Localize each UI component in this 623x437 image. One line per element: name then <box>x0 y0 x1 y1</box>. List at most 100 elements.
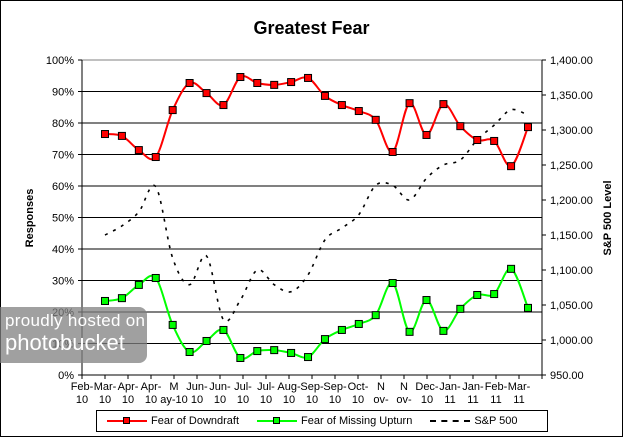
y2-axis-title: S&P 500 Level <box>602 180 614 255</box>
data-point-marker <box>185 348 194 357</box>
y-tick-label: 100% <box>46 55 74 67</box>
x-tick-label: 10 <box>329 394 341 406</box>
y2-tick-label: 1,400.00 <box>550 55 593 67</box>
series-fear-of-missing-upturn <box>101 264 532 362</box>
x-tick-label: 10 <box>76 394 88 406</box>
gridlines <box>82 59 542 344</box>
y2-tick-label: 1,050.00 <box>550 300 593 312</box>
x-tick-label: Aug- <box>277 381 301 393</box>
data-point-marker <box>354 319 363 328</box>
green-line-marker-icon <box>257 416 298 426</box>
x-tick-label: 11 <box>467 394 478 406</box>
x-tick-label: Jun- <box>186 381 208 393</box>
data-point-marker <box>490 290 499 299</box>
data-point-marker <box>117 131 126 140</box>
data-point-marker <box>202 89 211 98</box>
data-point-marker <box>304 73 313 82</box>
data-point-marker <box>236 353 245 362</box>
legend-item-sp500: S&P 500 <box>430 415 518 427</box>
data-point-marker <box>388 279 397 288</box>
y-tick-label: 40% <box>52 244 74 256</box>
x-tick-label: Jun- <box>209 381 231 393</box>
legend: Fear of Downdraft Fear of Missing Upturn… <box>96 410 548 432</box>
x-tick-label: 10 <box>122 394 134 406</box>
y-tick-label: 0% <box>58 370 74 382</box>
x-tick-label: 10 <box>191 394 203 406</box>
data-point-marker <box>337 325 346 334</box>
y2-tick-label: 1,100.00 <box>550 265 593 277</box>
y2-tick-label: 1,000.00 <box>550 335 593 347</box>
y2-tick-label: 1,200.00 <box>550 195 593 207</box>
x-tick-label: ay-10 <box>160 394 188 406</box>
data-point-marker <box>219 101 228 110</box>
red-line-marker-icon <box>107 416 147 426</box>
data-point-marker <box>524 303 532 312</box>
series-s-p-500 <box>104 108 529 323</box>
x-tick-label: 11 <box>444 394 455 406</box>
x-tick-label: 11 <box>513 394 524 406</box>
x-tick-label: Apr- <box>141 381 162 393</box>
x-tick-label: ov- <box>396 394 412 406</box>
x-tick-label: 10 <box>237 394 249 406</box>
photobucket-watermark: proudly hosted on photobucket <box>0 307 147 363</box>
legend-item-missing-upturn: Fear of Missing Upturn <box>257 415 412 427</box>
x-tick-label: Sep- <box>300 381 324 393</box>
x-tick-label: Feb- <box>485 381 508 393</box>
data-point-marker <box>320 335 329 344</box>
data-point-marker <box>185 78 194 87</box>
data-point-marker <box>168 106 177 115</box>
data-point-marker <box>101 130 109 139</box>
data-point-marker <box>354 107 363 116</box>
data-point-marker <box>422 296 431 305</box>
x-tick-label: N <box>377 381 385 393</box>
data-point-marker <box>236 73 245 82</box>
data-point-marker <box>405 327 414 336</box>
series-layer <box>101 73 532 362</box>
data-point-marker <box>270 80 279 89</box>
data-point-marker <box>439 100 448 109</box>
data-point-marker <box>388 147 397 156</box>
x-tick-label: 10 <box>99 394 111 406</box>
x-tick-label: 10 <box>145 394 157 406</box>
data-point-marker <box>304 353 313 362</box>
chart-title: Greatest Fear <box>253 18 370 38</box>
x-tick-label: Jul- <box>234 381 252 393</box>
y2-tick-label: 1,250.00 <box>550 160 593 172</box>
x-tick-label: 10 <box>306 394 318 406</box>
y2-tick-label: 1,150.00 <box>550 230 593 242</box>
watermark-line1: proudly hosted on <box>5 311 146 330</box>
data-point-marker <box>134 280 143 289</box>
data-point-marker <box>219 325 228 334</box>
data-point-marker <box>507 162 516 171</box>
data-point-marker <box>439 326 448 335</box>
y-tick-label: 70% <box>52 150 74 162</box>
data-point-marker <box>524 123 532 132</box>
legend-label: Fear of Downdraft <box>151 415 240 427</box>
data-point-marker <box>202 336 211 345</box>
data-point-marker <box>473 290 482 299</box>
data-point-marker <box>371 115 380 124</box>
legend-item-downdraft: Fear of Downdraft <box>107 415 239 427</box>
data-point-marker <box>422 130 431 139</box>
x-tick-label: 10 <box>352 394 364 406</box>
x-tick-label: Jul- <box>257 381 275 393</box>
x-tick-label: Feb- <box>71 381 94 393</box>
data-point-marker <box>151 273 160 282</box>
legend-label: S&P 500 <box>474 415 518 427</box>
y-tick-label: 60% <box>52 181 74 193</box>
x-tick-label: 10 <box>214 394 226 406</box>
data-point-marker <box>405 99 414 108</box>
x-tick-label: Dec- <box>415 381 439 393</box>
y-tick-label: 50% <box>52 213 74 225</box>
data-point-marker <box>473 136 482 145</box>
y-tick-label: 30% <box>52 276 74 288</box>
y-axis-title: Responses <box>24 189 36 248</box>
x-tick-label: N <box>400 381 408 393</box>
x-tick-label: Oct- <box>348 381 369 393</box>
data-point-marker <box>456 304 465 313</box>
x-tick-label: Jan- <box>439 381 461 393</box>
y-tick-label: 90% <box>52 87 74 99</box>
data-point-marker <box>168 320 177 329</box>
y2-tick-label: 1,300.00 <box>550 125 593 137</box>
